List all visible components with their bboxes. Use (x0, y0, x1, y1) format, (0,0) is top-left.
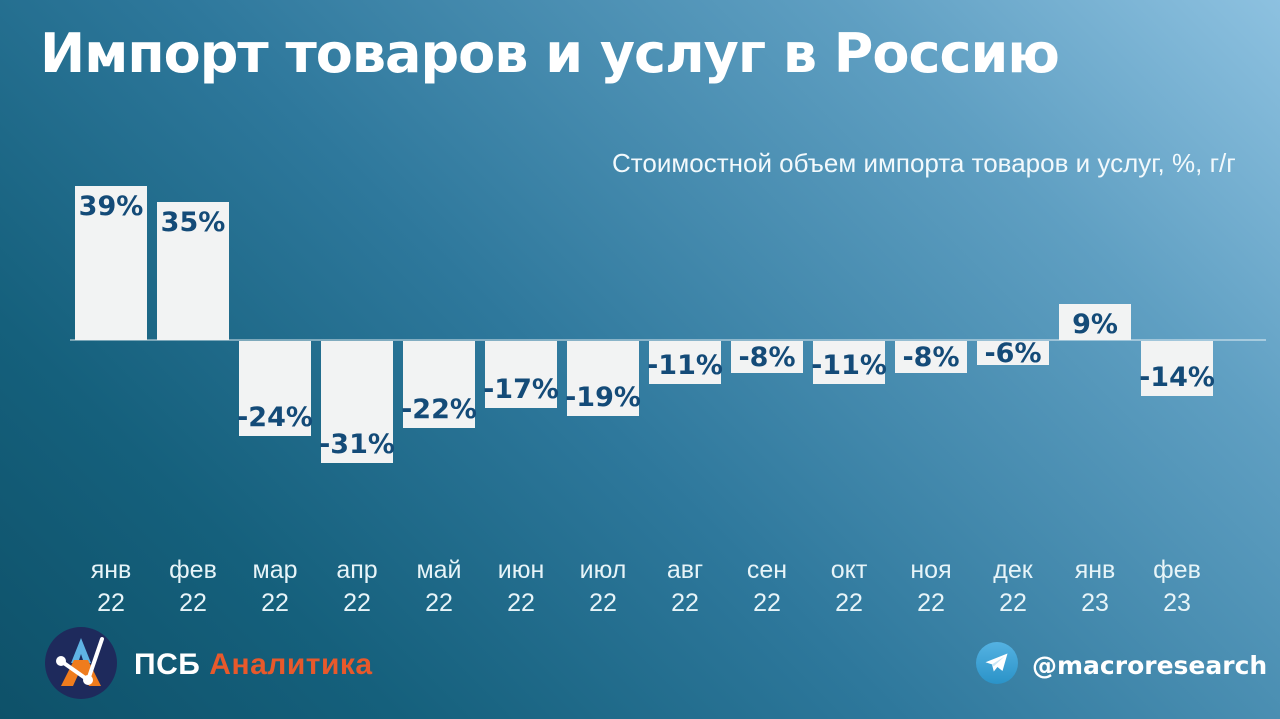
telegram-badge: @macroresearch (976, 641, 1268, 689)
x-tick-year: 22 (671, 589, 699, 617)
x-tick-month: окт (830, 556, 868, 584)
bar-slot: -14% (1136, 0, 1218, 620)
x-tick: ноя 22 (890, 554, 972, 620)
brand-name: ПСБ Аналитика (134, 648, 373, 682)
telegram-handle: @macroresearch (1032, 650, 1268, 680)
brand-psb-label: ПСБ (134, 648, 201, 681)
bar: -11% (811, 341, 887, 384)
bar: 39% (75, 186, 147, 340)
bar-slot: 35% (152, 0, 234, 620)
x-tick-month: май (416, 556, 462, 584)
x-tick: мар 22 (234, 554, 316, 620)
bar: -22% (401, 341, 477, 428)
bar: 35% (157, 202, 229, 340)
x-tick-month: июл (579, 556, 627, 584)
bar-value-label: -11% (647, 350, 723, 381)
bar: -8% (895, 341, 967, 373)
x-tick-month: авг (666, 556, 704, 584)
bar-value-label: -31% (319, 429, 395, 460)
bar-slot: -11% (644, 0, 726, 620)
bar: -6% (977, 340, 1049, 367)
x-tick-month: фев (1153, 556, 1201, 584)
bar-slot: -17% (480, 0, 562, 620)
x-tick: июн 22 (480, 554, 562, 620)
x-tick: янв 22 (70, 554, 152, 620)
x-tick-month: мар (252, 556, 298, 584)
bar-chart-plot: 39% 35% -24% -31% -22% -17% -19% -11% -8% -11% -8%… (70, 0, 1218, 719)
bar-value-label: -24% (237, 402, 313, 433)
x-tick-year: 22 (835, 589, 863, 617)
x-tick: фев 23 (1136, 554, 1218, 620)
x-tick-month: апр (336, 556, 378, 584)
x-tick-year: 22 (917, 589, 945, 617)
bar: -31% (319, 341, 395, 463)
x-tick-year: 22 (261, 589, 289, 617)
x-tick-year: 22 (999, 589, 1027, 617)
bar-slot: -8% (726, 0, 808, 620)
x-tick-year: 22 (425, 589, 453, 617)
x-tick: окт 22 (808, 554, 890, 620)
bar-slot: -6% (972, 0, 1054, 620)
bar: -14% (1139, 341, 1215, 396)
x-tick-year: 22 (753, 589, 781, 617)
bar-value-label: 35% (160, 207, 226, 238)
bar: -24% (237, 341, 313, 436)
x-tick: янв 23 (1054, 554, 1136, 620)
brand-footer: ПСБ Аналитика (44, 626, 373, 705)
bar-slot: 9% (1054, 0, 1136, 620)
x-tick: июл 22 (562, 554, 644, 620)
bar-value-label: -22% (401, 394, 477, 425)
chart-subtitle: Стоимостной объем импорта товаров и услу… (612, 148, 1236, 178)
bar-value-label: 9% (1072, 309, 1118, 340)
bar-value-label: 39% (78, 191, 144, 222)
x-tick-year: 22 (343, 589, 371, 617)
telegram-plane-icon (976, 641, 1018, 689)
bar: -19% (565, 341, 641, 416)
bar-slot: -31% (316, 0, 398, 620)
bar-value-label: -6% (984, 338, 1042, 369)
x-tick-year: 22 (589, 589, 617, 617)
x-tick-month: ноя (910, 556, 952, 584)
bar-slot: -11% (808, 0, 890, 620)
x-tick-month: июн (497, 556, 545, 584)
x-tick-month: сен (746, 556, 788, 584)
bar-value-label: -11% (811, 350, 887, 381)
brand-analytics-label: Аналитика (209, 648, 373, 681)
x-tick: апр 22 (316, 554, 398, 620)
bar: -8% (731, 341, 803, 373)
bar-slot: -22% (398, 0, 480, 620)
bar: -17% (483, 341, 559, 408)
bar-slot: -8% (890, 0, 972, 620)
bar-value-label: -14% (1139, 362, 1215, 393)
x-tick-month: янв (1074, 556, 1116, 584)
bar-slot: -19% (562, 0, 644, 620)
bar: -11% (647, 341, 723, 384)
bar-value-label: -17% (483, 374, 559, 405)
x-tick: дек 22 (972, 554, 1054, 620)
x-tick: сен 22 (726, 554, 808, 620)
bar-value-label: -19% (565, 382, 641, 413)
bar: 9% (1059, 304, 1131, 340)
x-tick-month: дек (993, 556, 1033, 584)
bar-slot: 39% (70, 0, 152, 620)
x-tick-year: 22 (97, 589, 125, 617)
bar-value-label: -8% (902, 342, 960, 373)
x-tick: авг 22 (644, 554, 726, 620)
page-title: Импорт товаров и услуг в Россию (40, 22, 1060, 85)
psb-analytics-logo-icon (44, 626, 118, 705)
x-tick: май 22 (398, 554, 480, 620)
x-tick-year: 23 (1081, 589, 1109, 617)
bar-slot: -24% (234, 0, 316, 620)
x-tick: фев 22 (152, 554, 234, 620)
x-tick-year: 22 (507, 589, 535, 617)
x-tick-year: 22 (179, 589, 207, 617)
bar-value-label: -8% (738, 342, 796, 373)
x-tick-month: янв (90, 556, 132, 584)
x-tick-month: фев (169, 556, 217, 584)
x-tick-year: 23 (1163, 589, 1191, 617)
zero-axis-line (70, 339, 1266, 341)
